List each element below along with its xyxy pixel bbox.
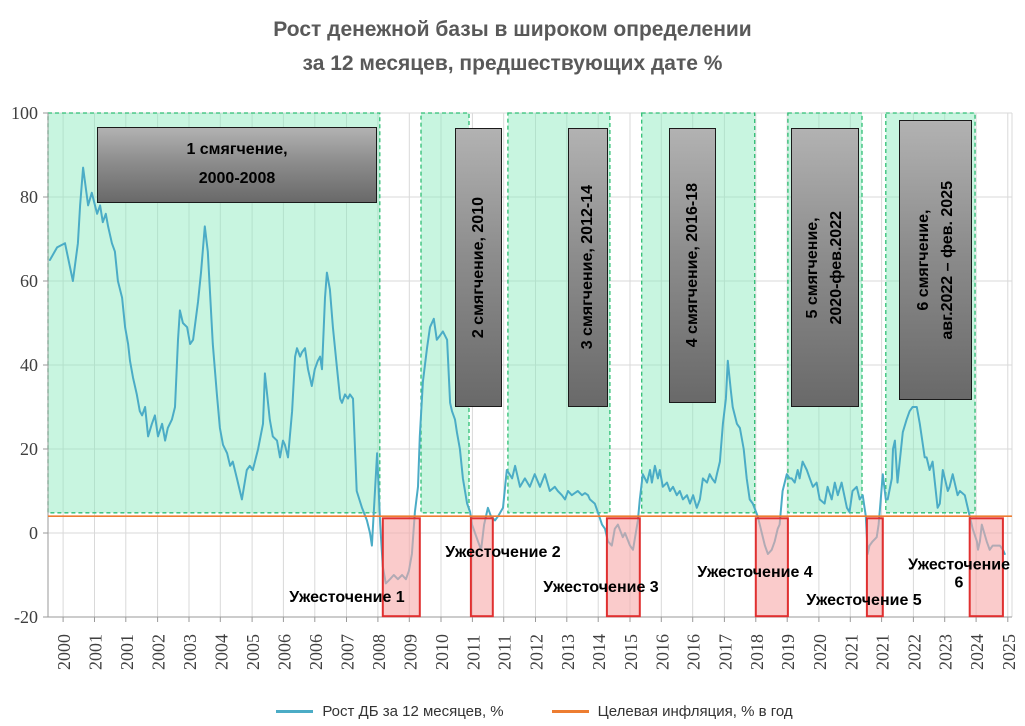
x-tick-label: 2004 bbox=[211, 634, 231, 670]
y-tick-label: -20 bbox=[14, 607, 38, 627]
x-tick-label: 2011 bbox=[495, 635, 515, 670]
x-tick-label: 2007 bbox=[338, 634, 358, 670]
x-tick-label: 2003 bbox=[180, 634, 200, 670]
tightening-label: Ужесточение 6 bbox=[907, 556, 1011, 592]
inflation-line-swatch-icon bbox=[551, 710, 589, 713]
tightening-label: Ужесточение 3 bbox=[543, 578, 659, 596]
chart-title-line2: за 12 месяцев, предшествующих дате % bbox=[302, 51, 723, 75]
y-tick-label: 80 bbox=[20, 187, 38, 207]
x-tick-label: 2022 bbox=[904, 634, 924, 670]
easing-label-box: 5 смягчение, 2020-фев.2022 bbox=[791, 128, 859, 407]
legend-item-growth: Рост ДБ за 12 месяцев, % bbox=[276, 703, 504, 720]
y-tick-label: 0 bbox=[29, 523, 38, 543]
easing-label-text: 3 смягчение, 2012-14 bbox=[579, 185, 596, 350]
legend-inflation-label: Целевая инфляция, % в год bbox=[597, 703, 793, 720]
easing-label-text: 1 смягчение, 2000-2008 bbox=[186, 141, 288, 187]
tightening-label: Ужесточение 1 bbox=[289, 588, 405, 606]
tightening-band bbox=[754, 517, 789, 618]
easing-label-box: 6 смягчение, авг.2022 – фев. 2025 bbox=[899, 120, 972, 400]
x-tick-label: 2002 bbox=[149, 634, 169, 670]
legend-item-inflation: Целевая инфляция, % в год bbox=[551, 703, 793, 720]
x-tick-label: 2018 bbox=[747, 634, 767, 670]
x-tick-label: 2001 bbox=[117, 634, 137, 670]
y-tick-label: 40 bbox=[20, 355, 38, 375]
easing-label-box: 3 смягчение, 2012-14 bbox=[568, 128, 608, 407]
x-tick-label: 2005 bbox=[243, 634, 263, 670]
x-tick-label: 2010 bbox=[432, 634, 452, 670]
x-tick-label: 2013 bbox=[558, 634, 578, 670]
x-tick-label: 2019 bbox=[778, 634, 798, 670]
y-tick-label: 100 bbox=[11, 103, 38, 123]
y-tick-label: 60 bbox=[20, 271, 38, 291]
easing-label-box: 2 смягчение, 2010 bbox=[455, 128, 502, 407]
easing-label-text: 4 смягчение, 2016-18 bbox=[683, 183, 701, 348]
x-tick-label: 2020 bbox=[810, 634, 830, 670]
x-tick-label: 2021 bbox=[873, 634, 893, 670]
easing-label-text: 2 смягчение, 2010 bbox=[469, 196, 487, 339]
x-tick-label: 2025 bbox=[999, 634, 1019, 670]
tightening-band bbox=[381, 517, 421, 618]
easing-label-text: 5 смягчение, 2020-фев.2022 bbox=[804, 210, 845, 325]
x-tick-label: 2024 bbox=[967, 634, 987, 670]
easing-label-text: 6 смягчение, авг.2022 – фев. 2025 bbox=[914, 180, 956, 340]
tightening-label: Ужесточение 4 bbox=[697, 563, 813, 581]
x-tick-label: 2006 bbox=[274, 634, 294, 670]
x-tick-label: 2006 bbox=[306, 634, 326, 670]
x-tick-label: 2000 bbox=[54, 634, 74, 670]
x-tick-label: 2016 bbox=[684, 634, 704, 670]
legend-growth-label: Рост ДБ за 12 месяцев, % bbox=[322, 703, 504, 720]
growth-line bbox=[48, 166, 1006, 585]
tightening-band bbox=[968, 517, 1004, 618]
x-tick-label: 2008 bbox=[369, 634, 389, 670]
x-tick-label: 2012 bbox=[527, 634, 547, 670]
x-tick-label: 2014 bbox=[589, 634, 609, 670]
x-tick-label: 2009 bbox=[400, 634, 420, 670]
tightening-label: Ужесточение 2 bbox=[445, 543, 561, 561]
tightening-label: Ужесточение 5 bbox=[806, 591, 922, 609]
easing-label-box: 1 смягчение, 2000-2008 bbox=[97, 127, 377, 203]
x-tick-label: 2011 bbox=[463, 635, 483, 670]
x-tick-label: 2016 bbox=[652, 634, 672, 670]
tightening-band bbox=[865, 517, 884, 618]
legend: Рост ДБ за 12 месяцев, % Целевая инфляци… bbox=[22, 703, 1025, 720]
x-tick-label: 2015 bbox=[621, 634, 641, 670]
growth-line-swatch-icon bbox=[276, 710, 314, 713]
y-tick-label: 20 bbox=[20, 439, 38, 459]
tightening-band bbox=[469, 517, 494, 618]
x-tick-label: 2001 bbox=[86, 634, 106, 670]
easing-label-box: 4 смягчение, 2016-18 bbox=[669, 128, 716, 403]
chart-title-line1: Рост денежной базы в широком определении bbox=[273, 18, 752, 41]
x-tick-label: 2021 bbox=[841, 634, 861, 670]
chart-title: Рост денежной базы в широком определении… bbox=[0, 13, 1025, 80]
tightening-band bbox=[605, 517, 641, 618]
x-tick-label: 2017 bbox=[715, 634, 735, 670]
x-tick-label: 2023 bbox=[936, 634, 956, 670]
